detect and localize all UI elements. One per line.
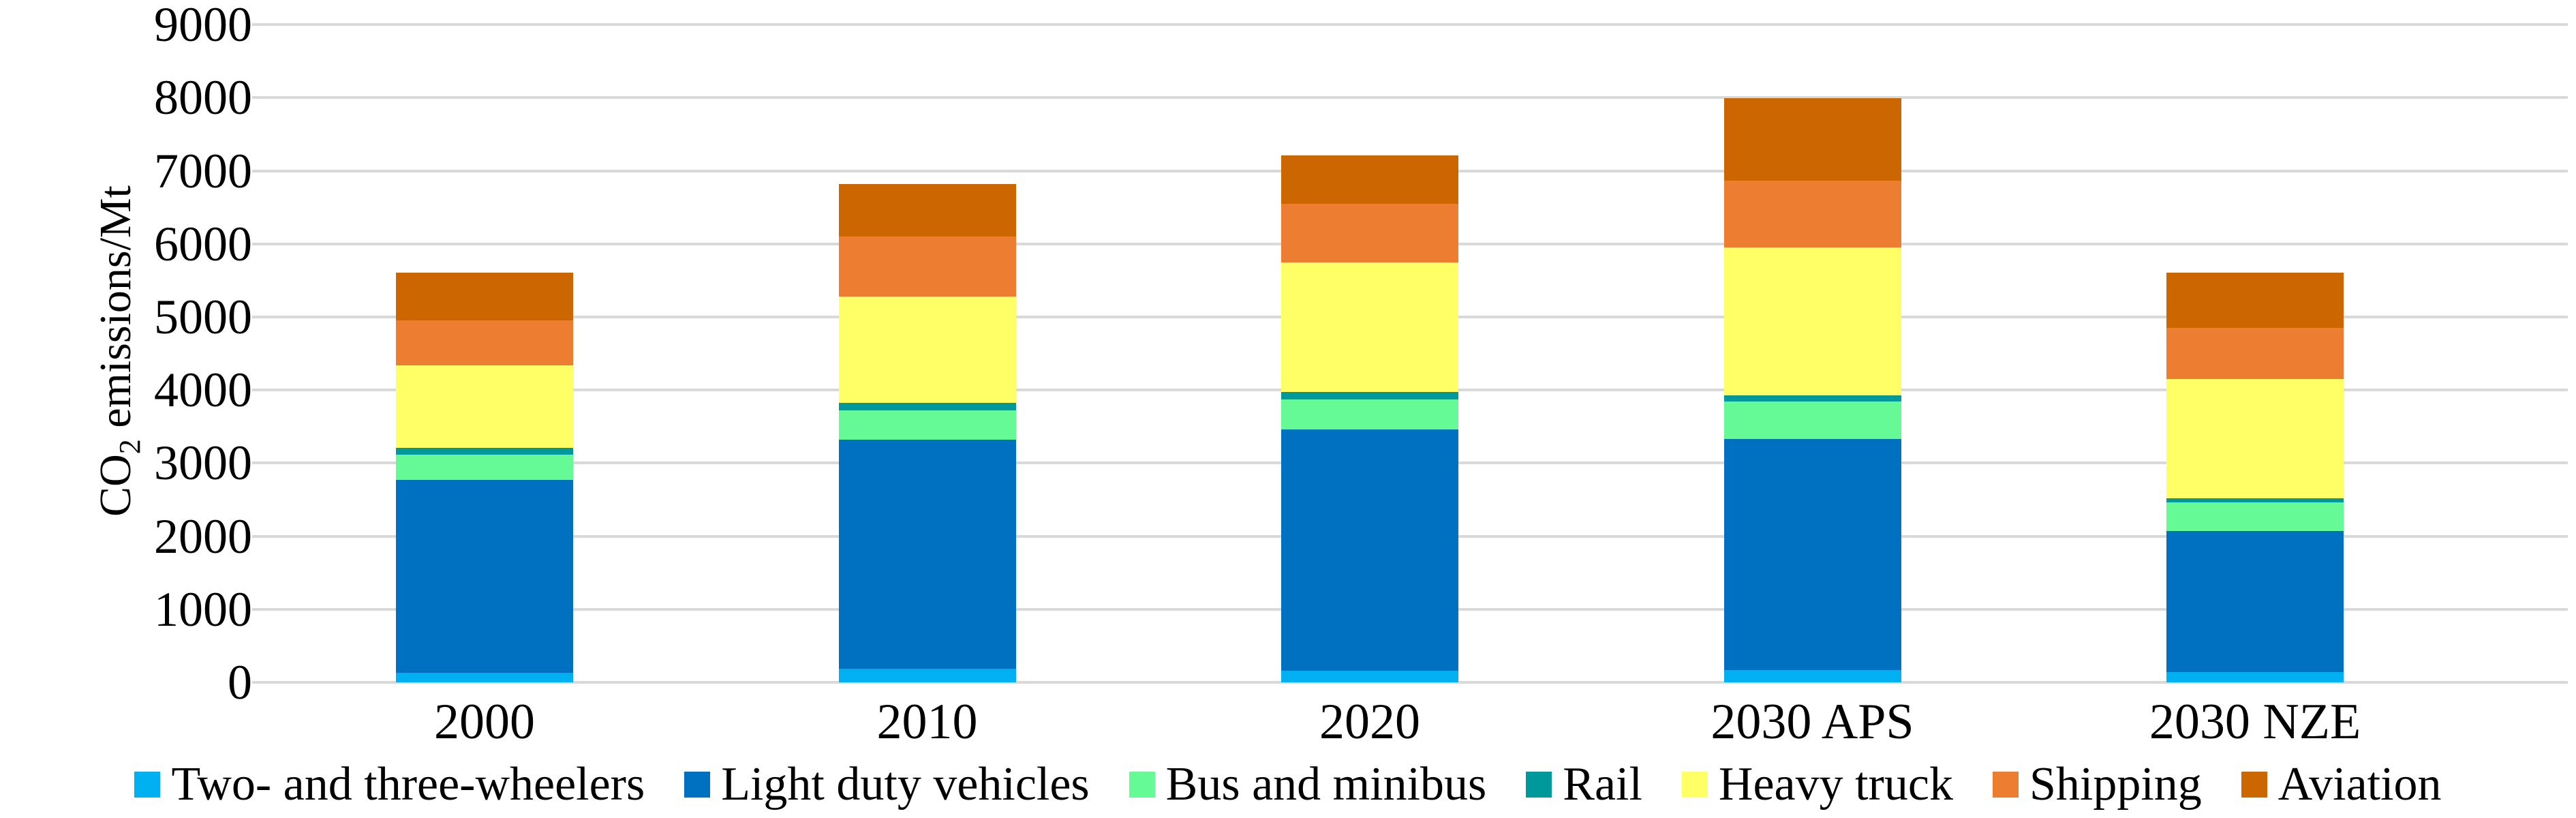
bar-segment-rail-2000 <box>396 447 573 455</box>
legend-label-light-duty-vehicles: Light duty vehicles <box>721 758 1090 811</box>
bar-segment-heavy-truck-2030-nze <box>2166 379 2344 498</box>
bar-segment-two-and-three-wheelers-2000 <box>396 673 573 682</box>
bar-segment-light-duty-vehicles-2020 <box>1281 429 1458 671</box>
y-tick-label-6000: 6000 <box>154 216 252 271</box>
legend-label-rail: Rail <box>1563 758 1642 811</box>
x-tick-label-2030-nze: 2030 NZE <box>2149 694 2361 750</box>
legend-swatch-heavy-truck <box>1681 772 1708 798</box>
legend-item-shipping: Shipping <box>1992 758 2202 811</box>
bar-segment-bus-and-minibus-2020 <box>1281 399 1458 430</box>
bar-segment-aviation-2030-aps <box>1723 98 1901 181</box>
legend-swatch-light-duty-vehicles <box>684 772 711 798</box>
x-tick-label-2020: 2020 <box>1319 694 1420 750</box>
y-tick-mark-5000 <box>252 316 266 318</box>
legend-label-bus-and-minibus: Bus and minibus <box>1165 758 1487 811</box>
bar-segment-aviation-2020 <box>1281 155 1458 204</box>
y-tick-label-9000: 9000 <box>154 0 252 52</box>
legend-item-bus-and-minibus: Bus and minibus <box>1129 758 1487 811</box>
bar-segment-bus-and-minibus-2030-aps <box>1723 402 1901 440</box>
legend-label-aviation: Aviation <box>2278 758 2442 811</box>
gridline-0 <box>266 681 2568 684</box>
bar-segment-rail-2020 <box>1281 392 1458 400</box>
y-tick-mark-3000 <box>252 461 266 465</box>
legend-item-two-and-three-wheelers: Two- and three-wheelers <box>134 758 645 811</box>
legend-label-shipping: Shipping <box>2029 758 2202 811</box>
bar-segment-rail-2030-nze <box>2166 498 2344 503</box>
bar-segment-light-duty-vehicles-2030-aps <box>1723 439 1901 670</box>
bar-segment-shipping-2030-aps <box>1723 180 1901 248</box>
legend-swatch-two-and-three-wheelers <box>134 772 161 798</box>
bar-segment-bus-and-minibus-2030-nze <box>2166 502 2344 532</box>
y-tick-label-3000: 3000 <box>154 436 252 491</box>
bar-segment-bus-and-minibus-2010 <box>838 410 1016 440</box>
y-tick-label-7000: 7000 <box>154 143 252 198</box>
bar-segment-shipping-2010 <box>838 237 1016 297</box>
bar-segment-rail-2030-aps <box>1723 395 1901 402</box>
legend-swatch-bus-and-minibus <box>1129 772 1155 798</box>
y-tick-label-0: 0 <box>228 655 252 710</box>
y-tick-mark-9000 <box>252 23 266 27</box>
legend-item-heavy-truck: Heavy truck <box>1681 758 1953 811</box>
bar-segment-aviation-2000 <box>396 272 573 321</box>
bar-segment-bus-and-minibus-2000 <box>396 454 573 481</box>
legend: Two- and three-wheelers Light duty vehicl… <box>0 755 2576 814</box>
bar-segment-shipping-2030-nze <box>2166 328 2344 380</box>
bar-segment-heavy-truck-2020 <box>1281 262 1458 393</box>
bar-segment-light-duty-vehicles-2030-nze <box>2166 531 2344 672</box>
y-tick-mark-7000 <box>252 169 266 172</box>
legend-swatch-aviation <box>2241 772 2267 798</box>
bar-segment-heavy-truck-2000 <box>396 365 573 448</box>
legend-swatch-rail <box>1526 772 1552 798</box>
bar-segment-shipping-2000 <box>396 320 573 365</box>
bar-segment-aviation-2030-nze <box>2166 272 2344 329</box>
legend-item-light-duty-vehicles: Light duty vehicles <box>684 758 1090 811</box>
bar-segment-two-and-three-wheelers-2020 <box>1281 670 1458 682</box>
gridline-9000 <box>266 23 2568 27</box>
bar-segment-shipping-2020 <box>1281 203 1458 262</box>
bar-segment-aviation-2010 <box>838 183 1016 237</box>
bar-segment-heavy-truck-2030-aps <box>1723 247 1901 395</box>
bar-segment-rail-2010 <box>838 403 1016 411</box>
y-tick-mark-4000 <box>252 389 266 392</box>
y-tick-label-2000: 2000 <box>154 509 252 564</box>
y-tick-mark-1000 <box>252 607 266 611</box>
y-tick-label-1000: 1000 <box>154 581 252 637</box>
y-tick-label-8000: 8000 <box>154 70 252 125</box>
bar-segment-two-and-three-wheelers-2010 <box>838 668 1016 682</box>
y-tick-mark-2000 <box>252 534 266 538</box>
legend-label-two-and-three-wheelers: Two- and three-wheelers <box>171 758 645 811</box>
legend-item-rail: Rail <box>1526 758 1642 811</box>
y-tick-mark-6000 <box>252 242 266 245</box>
bar-segment-two-and-three-wheelers-2030-nze <box>2166 671 2344 682</box>
bar-segment-two-and-three-wheelers-2030-aps <box>1723 669 1901 682</box>
x-tick-label-2030-aps: 2030 APS <box>1711 694 1914 750</box>
y-tick-label-4000: 4000 <box>154 363 252 418</box>
y-tick-mark-0 <box>252 681 266 684</box>
bar-segment-heavy-truck-2010 <box>838 296 1016 404</box>
y-tick-label-5000: 5000 <box>154 290 252 344</box>
bar-segment-light-duty-vehicles-2000 <box>396 480 573 673</box>
y-tick-mark-8000 <box>252 96 266 100</box>
legend-label-heavy-truck: Heavy truck <box>1718 758 1953 811</box>
legend-swatch-shipping <box>1992 772 2019 798</box>
x-tick-label-2010: 2010 <box>876 694 978 750</box>
bar-segment-light-duty-vehicles-2010 <box>838 440 1016 669</box>
x-tick-label-2000: 2000 <box>434 694 535 750</box>
legend-item-aviation: Aviation <box>2241 758 2442 811</box>
gridline-8000 <box>266 96 2568 100</box>
